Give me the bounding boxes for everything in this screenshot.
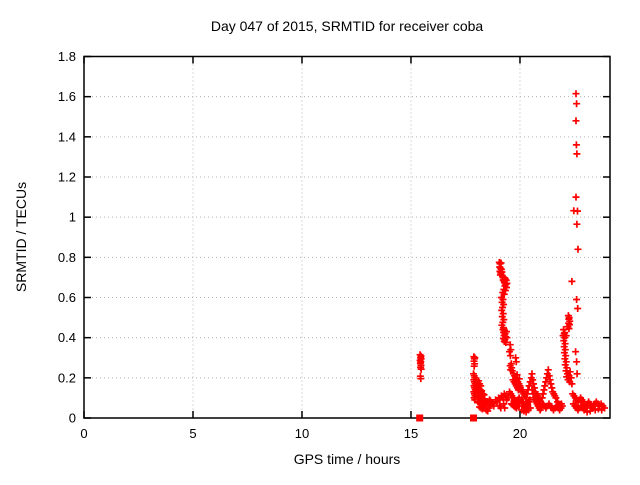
y-tick-labels: 0 0.2 0.4 0.6 0.8 1 1.2 1.4 1.6 1.8	[58, 49, 76, 426]
y-tick-label: 1.4	[58, 129, 76, 144]
x-tick-label: 5	[189, 426, 196, 441]
x-tick-label: 15	[404, 426, 418, 441]
x-tick-label: 20	[513, 426, 527, 441]
gridlines	[84, 56, 610, 418]
plot-border	[83, 55, 611, 419]
y-tick-label: 0.8	[58, 250, 76, 265]
x-axis-label: GPS time / hours	[294, 451, 401, 467]
y-tick-label: 1.6	[58, 89, 76, 104]
y-tick-label: 1	[69, 210, 76, 225]
y-tick-label: 0	[69, 411, 76, 426]
x-tick-label: 0	[80, 426, 87, 441]
y-tick-label: 1.8	[58, 49, 76, 64]
axis-ticks	[83, 55, 610, 419]
y-axis-label: SRMTID / TECUs	[13, 182, 29, 292]
y-tick-label: 0.4	[58, 330, 76, 345]
y-tick-label: 0.2	[58, 370, 76, 385]
zero-value-markers	[416, 414, 478, 422]
y-tick-label: 1.2	[58, 170, 76, 185]
x-tick-label: 10	[295, 426, 309, 441]
chart-title: Day 047 of 2015, SRMTID for receiver cob…	[211, 18, 484, 34]
data-points	[416, 90, 609, 416]
y-tick-label: 0.6	[58, 290, 76, 305]
x-tick-labels: 0 5 10 15 20	[80, 426, 527, 441]
